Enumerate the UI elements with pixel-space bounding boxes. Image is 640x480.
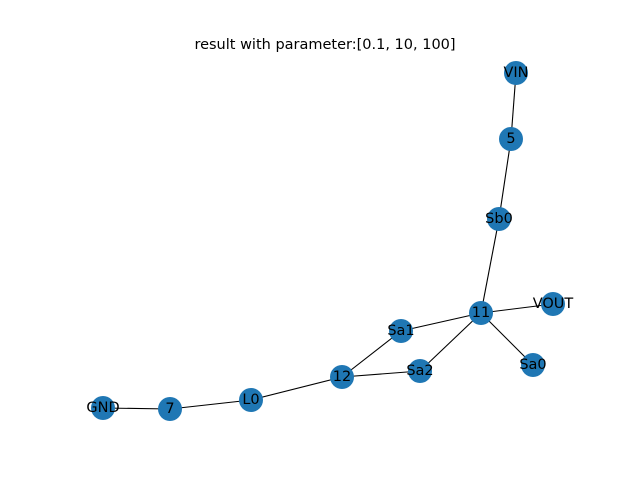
edge-11-Sa2: [419, 312, 482, 372]
node-circle: [408, 359, 432, 383]
node-label: 7: [165, 401, 174, 417]
node-VOUT: VOUT: [533, 292, 574, 316]
node-label: 5: [506, 131, 515, 147]
node-circle: [158, 397, 182, 421]
node-5: 5: [499, 127, 523, 151]
edge-11-Sa1: [400, 312, 482, 332]
edge-L0-7: [169, 399, 252, 410]
node-Sa2: Sa2: [406, 359, 434, 383]
node-circle: [330, 365, 354, 389]
node-circle: [469, 301, 493, 325]
edge-Sa2-12: [341, 370, 421, 378]
node-label: 12: [333, 369, 351, 385]
edge-11-Sa0: [480, 312, 534, 366]
node-VIN: VIN: [503, 61, 529, 85]
node-12: 12: [330, 365, 354, 389]
node-label: Sa0: [519, 357, 546, 373]
node-Sa0: Sa0: [519, 353, 547, 377]
figure-title: result with parameter:[0.1, 10, 100]: [194, 37, 455, 53]
node-label: VIN: [503, 65, 528, 81]
node-circle: [389, 319, 413, 343]
node-label: 11: [472, 305, 490, 321]
edge-11-VOUT: [480, 303, 554, 314]
node-label: Sb0: [485, 211, 513, 227]
node-Sa1: Sa1: [387, 319, 415, 343]
node-Sb0: Sb0: [485, 207, 513, 231]
node-label: GND: [86, 400, 119, 416]
node-circle: [91, 396, 115, 420]
node-label: VOUT: [533, 296, 574, 312]
node-GND: GND: [86, 396, 120, 420]
edge-Sa1-12: [341, 330, 402, 378]
edge-12-L0: [250, 376, 343, 401]
node-circle: [487, 207, 511, 231]
node-circle: [504, 61, 528, 85]
node-label: Sa1: [387, 323, 414, 339]
edge-Sb0-11: [480, 218, 500, 314]
node-7: 7: [158, 397, 182, 421]
edge-5-Sb0: [498, 138, 512, 220]
node-11: 11: [469, 301, 493, 325]
node-circle: [521, 353, 545, 377]
node-label: L0: [242, 392, 259, 408]
node-label: Sa2: [406, 363, 433, 379]
node-circle: [541, 292, 565, 316]
edge-layer: [102, 72, 554, 410]
node-circle: [499, 127, 523, 151]
node-L0: L0: [239, 388, 263, 412]
node-circle: [239, 388, 263, 412]
node-layer: VIN 5 Sb0 11 VOUT Sa1 Sa0 Sa2 12 L0 7 GND: [86, 61, 573, 421]
